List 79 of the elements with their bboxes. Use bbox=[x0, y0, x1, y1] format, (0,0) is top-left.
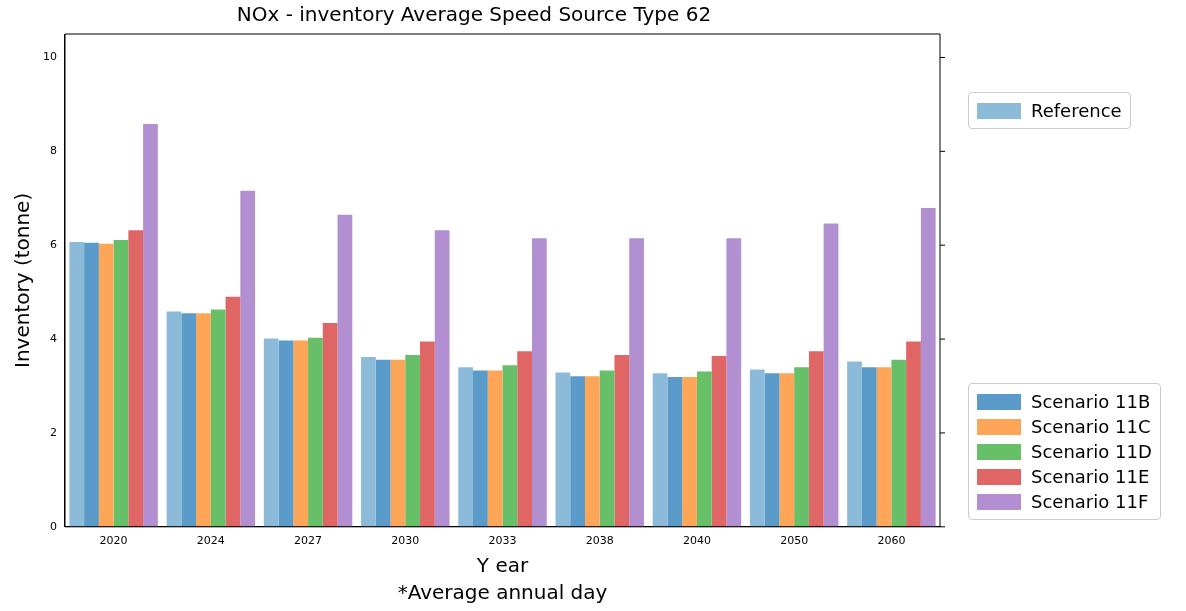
legend-label: Scenario 11B bbox=[1031, 391, 1151, 412]
x-tick-label: 2033 bbox=[488, 534, 517, 548]
bar bbox=[308, 337, 323, 527]
x-tick-label: 2060 bbox=[877, 534, 906, 548]
bar bbox=[584, 376, 600, 527]
bar bbox=[779, 373, 795, 527]
y-tick-label: 8 bbox=[50, 144, 57, 158]
bar bbox=[682, 377, 697, 527]
bar bbox=[278, 340, 294, 527]
x-tick-label: 2027 bbox=[294, 534, 323, 548]
bar bbox=[322, 323, 338, 527]
bar bbox=[876, 367, 892, 527]
bar bbox=[337, 214, 353, 527]
bar bbox=[113, 240, 129, 527]
legend-label: Scenario 11E bbox=[1031, 466, 1150, 487]
bar bbox=[823, 223, 839, 527]
y-tick-label: 0 bbox=[50, 519, 57, 533]
bar bbox=[240, 190, 256, 527]
bar bbox=[361, 356, 376, 527]
bar bbox=[555, 372, 571, 527]
bar bbox=[711, 355, 727, 527]
y-tick-label: 6 bbox=[50, 238, 57, 252]
bar bbox=[69, 241, 85, 527]
bar bbox=[128, 230, 144, 527]
bar bbox=[667, 377, 683, 527]
bar bbox=[920, 208, 936, 527]
bar bbox=[143, 124, 158, 527]
bar bbox=[98, 243, 114, 527]
bar bbox=[405, 355, 421, 527]
legend-label: Scenario 11F bbox=[1031, 491, 1149, 512]
y-tick-label: 2 bbox=[50, 425, 57, 439]
bar bbox=[210, 309, 226, 527]
bar bbox=[196, 313, 211, 527]
bar bbox=[570, 376, 585, 527]
y-tick-label: 4 bbox=[50, 331, 57, 345]
bar bbox=[891, 359, 907, 527]
bar bbox=[487, 370, 503, 527]
bar bbox=[652, 373, 668, 527]
bar bbox=[263, 338, 279, 527]
bar bbox=[906, 341, 921, 527]
bar bbox=[749, 369, 765, 527]
legend-label: Scenario 11C bbox=[1031, 416, 1151, 437]
x-tick-label: 2020 bbox=[99, 534, 128, 548]
chart-title: NOx - inventory Average Speed Source Type 62 bbox=[236, 2, 712, 27]
x-tick-label: 2038 bbox=[585, 534, 614, 548]
bar bbox=[502, 365, 518, 527]
bar bbox=[375, 359, 391, 527]
bar bbox=[181, 313, 197, 527]
bar bbox=[166, 311, 182, 527]
bar bbox=[614, 355, 630, 527]
bar bbox=[599, 370, 615, 527]
bar bbox=[808, 351, 824, 527]
text: *Average annual day bbox=[397, 580, 608, 605]
x-tick-label: 2050 bbox=[780, 534, 809, 548]
bar bbox=[794, 367, 809, 527]
bar bbox=[84, 242, 99, 527]
bar bbox=[390, 359, 406, 527]
bar bbox=[726, 238, 742, 527]
x-axis-title: Y ear bbox=[475, 553, 529, 578]
bar bbox=[629, 238, 644, 527]
bar bbox=[847, 361, 862, 527]
y-tick-label: 10 bbox=[43, 50, 57, 64]
y-axis-title: Inventory (tonne) bbox=[10, 192, 35, 369]
bar bbox=[225, 296, 241, 527]
bar bbox=[861, 367, 877, 527]
bar bbox=[458, 367, 474, 527]
bar bbox=[531, 238, 547, 527]
x-tick-label: 2024 bbox=[196, 534, 225, 548]
x-tick-label: 2030 bbox=[391, 534, 420, 548]
legend-label: Scenario 11D bbox=[1031, 441, 1152, 462]
bar bbox=[420, 341, 435, 527]
bar bbox=[434, 230, 450, 527]
bar bbox=[517, 351, 532, 527]
bar bbox=[293, 340, 309, 527]
x-tick-label: 2040 bbox=[682, 534, 711, 548]
legend-label: Reference bbox=[1031, 100, 1122, 121]
bar bbox=[764, 373, 780, 527]
bar bbox=[696, 371, 712, 527]
bar bbox=[473, 370, 488, 527]
